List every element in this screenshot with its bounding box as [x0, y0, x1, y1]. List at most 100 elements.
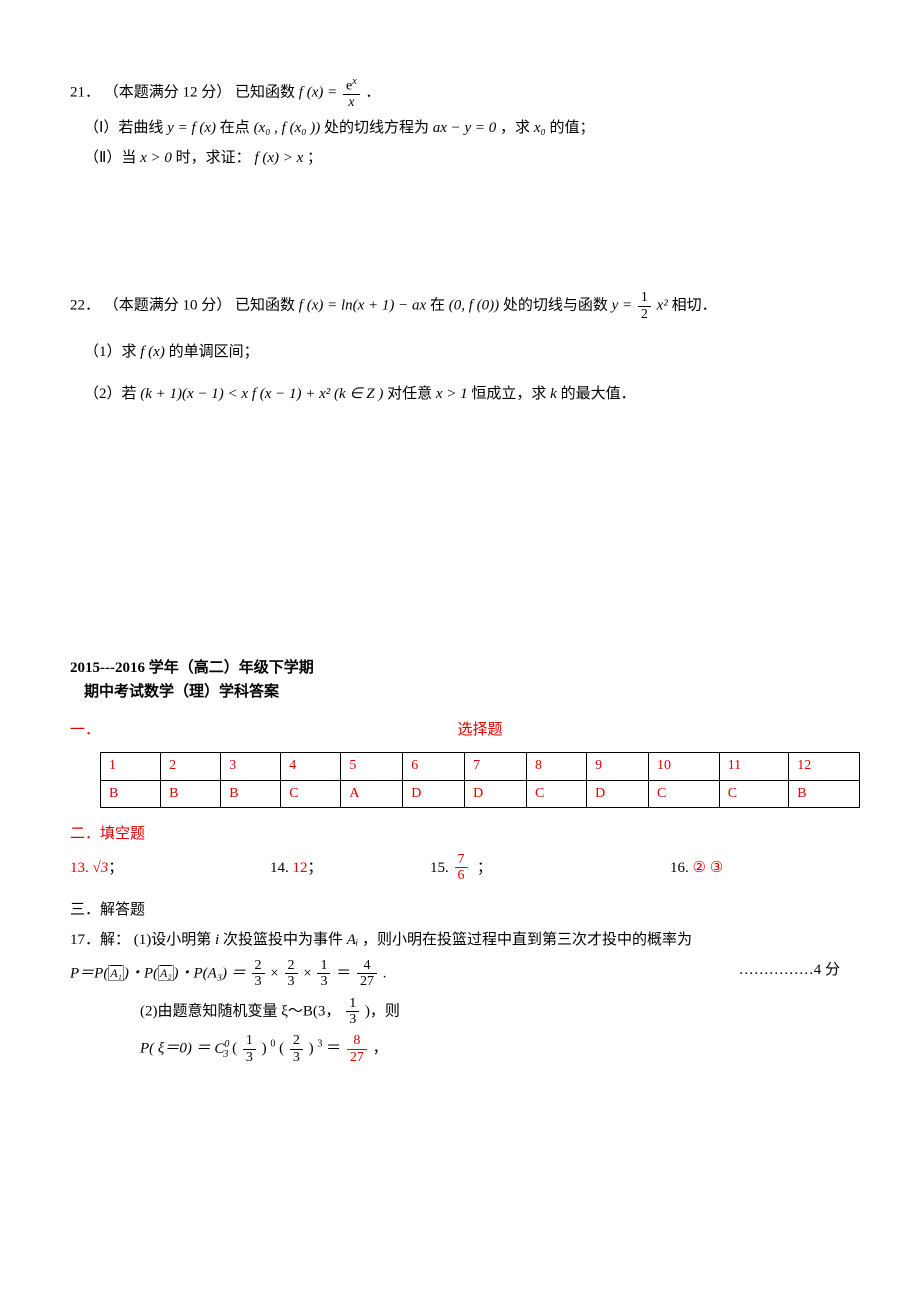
a17-line1: 17．解： (1)设小明第 i 次投篮投中为事件 Aᵢ ，则小明在投篮过程中直到… [70, 928, 860, 952]
a17-p4-frac1: 13 [243, 1033, 256, 1065]
q21-p1-g: x₀ [534, 120, 546, 136]
choice-header-cell: 1 [101, 753, 161, 780]
answer-header: 2015---2016 学年（高二）年级下学期 期中考试数学（理）学科答案 [70, 656, 860, 704]
q21-part2: （Ⅱ）当 x > 0 时，求证： f (x) > x ； [70, 146, 860, 170]
fill-15-frac: 7 6 [455, 852, 468, 884]
q21-part1: （Ⅰ）若曲线 y = f (x) 在点 (x₀ , f (x₀ )) 处的切线方… [70, 116, 860, 140]
a17-f3d: 3 [317, 974, 330, 989]
fill-14-semi: ； [308, 856, 323, 880]
a17-line2: P＝P(A₁)・P(A₂)・P(A₃) ＝ 23 × 23 × 13 ＝ 427… [70, 958, 860, 990]
q21-p2-d: ； [307, 150, 322, 166]
a17-p4-sup3: 3 [317, 1039, 322, 1050]
a17-p2-c: )・P(A₃) ＝ [174, 965, 246, 981]
a17-p3-b: )，则 [365, 1003, 400, 1019]
q21-func-lhs: f (x) = [299, 85, 337, 101]
q21-p1-c: (x₀ , f (x₀ )) [254, 120, 321, 136]
a17-p2-b: )・P( [124, 965, 158, 981]
a17-p4f3d: 27 [347, 1050, 367, 1065]
section-fill-label: 二．填空题 [70, 822, 860, 846]
a17-p4-d: ( [279, 1041, 284, 1057]
q21-p2-label: （Ⅱ）当 [84, 150, 140, 166]
q21-frac-num-x: x [352, 76, 356, 87]
choice-answer-cell: C [527, 780, 587, 807]
choice-header-cell: 10 [648, 753, 719, 780]
q22-p2-c: x > 1 [436, 386, 468, 402]
q21-func-frac: ex x [343, 76, 360, 110]
a17-a2-bar: A₂ [158, 965, 174, 981]
a17-p4-sup0: 0 [270, 1039, 275, 1050]
q21-points: （本题满分 12 分） [104, 85, 232, 101]
a17-p1-c: Aᵢ [347, 932, 359, 948]
a17-f3n: 1 [317, 958, 330, 974]
a17-f4d: 27 [357, 974, 377, 989]
q22-func-b: (0, f (0)) [449, 298, 499, 314]
choice-header-cell: 11 [719, 753, 789, 780]
a17-x2: × [303, 965, 311, 981]
fill-16-ans: ② ③ [693, 856, 724, 880]
q22-p2-f: 的最大值． [561, 386, 636, 402]
a17-p4-f: ＝ [326, 1041, 345, 1057]
a17-p4f2d: 3 [290, 1050, 303, 1065]
a17-p4-C: C03 [214, 1041, 228, 1057]
q22-part1: （1）求 f (x) 的单调区间； [70, 340, 860, 364]
answer-17: 17．解： (1)设小明第 i 次投篮投中为事件 Aᵢ ，则小明在投篮过程中直到… [70, 928, 860, 1065]
section-choice: 一． 选择题 [70, 718, 860, 742]
q21-p1-a: y = f (x) [167, 120, 216, 136]
answer-header-line1: 2015---2016 学年（高二）年级下学期 [70, 656, 860, 680]
a17-score: ……………4 分 [739, 958, 840, 982]
a17-p4-frac3: 827 [347, 1033, 367, 1065]
a17-p1-i: i [215, 932, 219, 948]
a17-p3fd: 3 [346, 1012, 359, 1027]
fill-13-num: 13. [70, 856, 89, 880]
choice-answer-cell: D [587, 780, 649, 807]
a17-p3fn: 1 [346, 996, 359, 1012]
choice-answer-row: BBBCADDCDCCB [101, 780, 860, 807]
a17-x1: × [270, 965, 278, 981]
q22-p2-a: (k + 1)(x − 1) < x f (x − 1) + x² (k ∈ Z… [140, 386, 383, 402]
a17-p4-frac2: 23 [290, 1033, 303, 1065]
question-21: 21． （本题满分 12 分） 已知函数 f (x) = ex x ． （Ⅰ）若… [70, 76, 860, 170]
q22-part2: （2）若 (k + 1)(x − 1) < x f (x − 1) + x² (… [70, 382, 860, 406]
q21-p2-c: f (x) > x [254, 150, 303, 166]
a17-p3-frac: 13 [346, 996, 359, 1028]
fill-14-ans: 12 [293, 856, 308, 880]
choice-answer-cell: B [101, 780, 161, 807]
section-solve-label: 三．解答题 [70, 898, 860, 922]
q22-points: （本题满分 10 分） [104, 298, 232, 314]
a17-p4-a: P( ξ＝0) ＝ [140, 1041, 214, 1057]
answer-header-line2: 期中考试数学（理）学科答案 [70, 680, 860, 704]
fill-15-num-d: 6 [455, 868, 468, 883]
q22-stem: 22． （本题满分 10 分） 已知函数 f (x) = ln(x + 1) −… [70, 290, 860, 322]
choice-header-cell: 6 [403, 753, 465, 780]
fill-15: 15. 7 6 ； [430, 852, 670, 884]
q22-stem-d: 相切． [672, 298, 717, 314]
choice-answer-cell: B [161, 780, 221, 807]
choice-header-row: 123456789101112 [101, 753, 860, 780]
choice-header-cell: 8 [527, 753, 587, 780]
fill-14-num: 14. [270, 856, 289, 880]
q22-func-c-frac: 1 2 [638, 290, 651, 322]
a17-p4f1n: 1 [243, 1033, 256, 1049]
a17-p3-a: (2)由题意知随机变量 ξ～B(3， [140, 1003, 340, 1019]
q22-func-a: f (x) = ln(x + 1) − ax [299, 298, 426, 314]
a17-p4f3n: 8 [347, 1033, 367, 1049]
q21-p1-f: ，求 [500, 120, 534, 136]
a17-f2d: 3 [285, 974, 298, 989]
fill-13-ans: √3 [93, 856, 109, 880]
choice-answer-cell: C [648, 780, 719, 807]
a17-p1-d: ，则小明在投篮过程中直到第三次才投中的概率为 [362, 932, 692, 948]
choice-answer-cell: D [403, 780, 465, 807]
a17-f2n: 2 [285, 958, 298, 974]
q21-period: ． [365, 85, 380, 101]
a17-p4-b: ( [232, 1041, 237, 1057]
choice-header-cell: 5 [341, 753, 403, 780]
a17-f4n: 4 [357, 958, 377, 974]
q22-p2-d: 恒成立，求 [471, 386, 550, 402]
q21-p2-b: 时，求证： [176, 150, 251, 166]
q22-p2-label: （2）若 [84, 386, 140, 402]
q21-p1-b: 在点 [220, 120, 254, 136]
q21-p1-label: （Ⅰ）若曲线 [84, 120, 167, 136]
a17-line3: (2)由题意知随机变量 ξ～B(3， 13 )，则 [70, 996, 860, 1028]
q22-stem-c: 处的切线与函数 [503, 298, 612, 314]
q21-stem: 21． （本题满分 12 分） 已知函数 f (x) = ex x ． [70, 76, 860, 110]
